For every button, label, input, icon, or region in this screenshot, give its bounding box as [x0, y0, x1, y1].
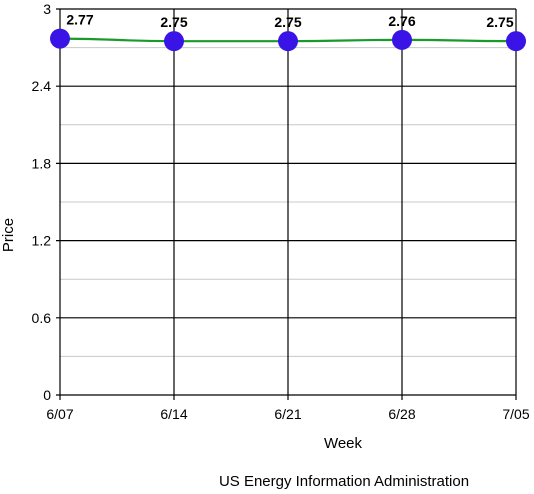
x-tick-label: 6/14 — [160, 406, 187, 422]
y-tick-label: 0.6 — [32, 310, 52, 326]
data-point-marker — [50, 28, 70, 49]
y-axis-label: Price — [0, 218, 17, 252]
y-tick-label: 1.2 — [32, 233, 52, 249]
data-point-marker — [278, 31, 298, 52]
y-tick-label: 1.8 — [32, 155, 52, 171]
y-tick-label: 0 — [43, 387, 51, 403]
major-gridlines — [56, 8, 516, 396]
x-axis-label: Week — [324, 435, 363, 452]
markers-group — [50, 28, 526, 52]
data-label: 2.77 — [66, 12, 93, 28]
data-point-marker — [164, 31, 184, 52]
data-label: 2.75 — [274, 14, 301, 30]
data-label: 2.76 — [388, 13, 415, 29]
data-point-marker — [392, 29, 412, 50]
data-label: 2.75 — [486, 14, 513, 30]
data-labels-group: 2.77 2.75 2.75 2.76 2.75 — [66, 12, 513, 31]
y-tick-label: 2.4 — [32, 78, 52, 94]
x-tick-label: 6/21 — [274, 406, 301, 422]
x-tick-label: 6/28 — [388, 406, 415, 422]
data-point-marker — [506, 31, 526, 52]
vertical-gridlines — [59, 9, 517, 400]
y-tick-label: 3 — [43, 1, 51, 17]
data-label: 2.75 — [160, 14, 187, 30]
x-tick-label: 7/05 — [502, 406, 529, 422]
y-axis-ticks: 0 0.6 1.2 1.8 2.4 3 — [32, 1, 52, 403]
x-tick-label: 6/07 — [46, 406, 73, 422]
source-credit: US Energy Information Administration — [219, 473, 469, 490]
x-axis-ticks: 6/07 6/14 6/21 6/28 7/05 — [46, 406, 529, 422]
